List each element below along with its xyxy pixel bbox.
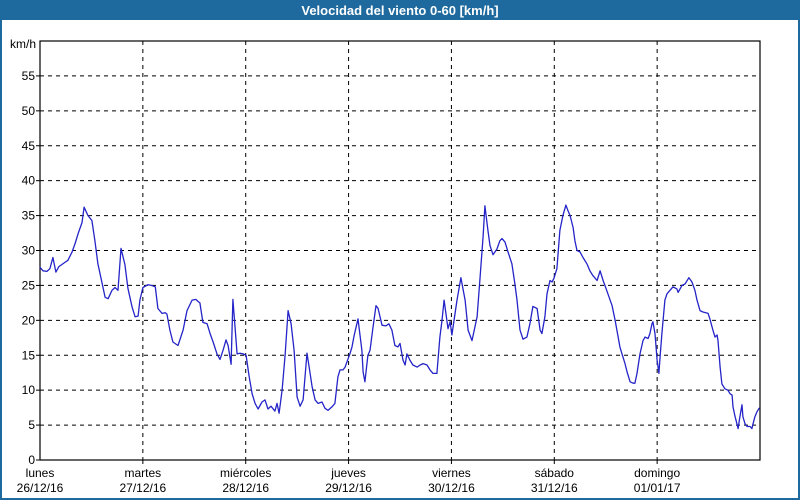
wind-speed-line <box>39 204 760 430</box>
y-tick-label: 55 <box>22 69 36 83</box>
x-day-label: miércoles <box>220 466 271 480</box>
x-date-label: 27/12/16 <box>119 481 166 495</box>
y-tick-label: 50 <box>22 104 36 118</box>
x-day-label: sábado <box>535 466 575 480</box>
x-date-label: 28/12/16 <box>222 481 269 495</box>
x-date-label: 26/12/16 <box>17 481 64 495</box>
y-tick-label: 15 <box>22 348 36 362</box>
y-tick-label: 30 <box>22 244 36 258</box>
x-day-label: martes <box>125 466 162 480</box>
y-tick-label: 35 <box>22 209 36 223</box>
x-day-label: lunes <box>26 466 55 480</box>
y-tick-label: 25 <box>22 278 36 292</box>
y-axis-unit-label: km/h <box>10 37 36 51</box>
plot-border <box>39 40 761 461</box>
y-tick-label: 10 <box>22 383 36 397</box>
y-tick-label: 20 <box>22 313 36 327</box>
y-tick-label: 5 <box>28 418 35 432</box>
title-bar: Velocidad del viento 0-60 [km/h] <box>2 2 798 20</box>
x-date-label: 29/12/16 <box>325 481 372 495</box>
x-day-label: domingo <box>634 466 680 480</box>
x-date-label: 30/12/16 <box>428 481 475 495</box>
window-title: Velocidad del viento 0-60 [km/h] <box>301 3 499 18</box>
y-tick-label: 45 <box>22 139 36 153</box>
x-date-label: 01/01/17 <box>634 481 681 495</box>
y-tick-label: 0 <box>28 453 35 467</box>
x-date-label: 31/12/16 <box>531 481 578 495</box>
y-tick-label: 40 <box>22 174 36 188</box>
x-day-label: viernes <box>432 466 471 480</box>
x-day-label: jueves <box>330 466 366 480</box>
